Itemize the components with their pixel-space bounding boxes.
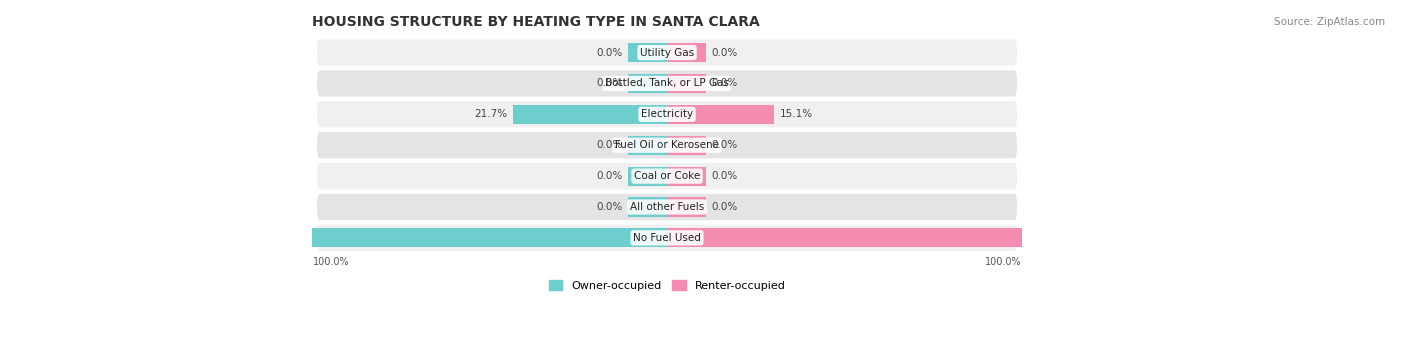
Text: 0.0%: 0.0% [711,78,738,88]
Bar [666,136,706,155]
Text: 15.1%: 15.1% [780,109,813,119]
FancyBboxPatch shape [316,38,1018,67]
Text: 21.7%: 21.7% [474,109,508,119]
Bar [628,43,666,62]
Text: No Fuel Used: No Fuel Used [633,233,702,243]
Text: 0.0%: 0.0% [596,47,623,58]
Text: 78.3%: 78.3% [120,233,155,243]
Bar [666,74,706,93]
Text: 0.0%: 0.0% [711,47,738,58]
FancyBboxPatch shape [316,69,1018,98]
Text: 0.0%: 0.0% [596,78,623,88]
FancyBboxPatch shape [316,162,1018,190]
Text: All other Fuels: All other Fuels [630,202,704,212]
Text: 0.0%: 0.0% [596,140,623,150]
Text: 0.0%: 0.0% [711,171,738,181]
FancyBboxPatch shape [316,193,1018,221]
Bar [628,197,666,217]
Text: 0.0%: 0.0% [596,202,623,212]
Legend: Owner-occupied, Renter-occupied: Owner-occupied, Renter-occupied [544,276,790,295]
Text: Fuel Oil or Kerosene: Fuel Oil or Kerosene [614,140,718,150]
Text: Bottled, Tank, or LP Gas: Bottled, Tank, or LP Gas [605,78,728,88]
Text: Source: ZipAtlas.com: Source: ZipAtlas.com [1274,17,1385,27]
Text: 0.0%: 0.0% [596,171,623,181]
Text: 0.0%: 0.0% [711,202,738,212]
Text: 84.9%: 84.9% [1226,233,1263,243]
Text: 0.0%: 0.0% [711,140,738,150]
Bar [666,43,706,62]
Bar [666,197,706,217]
FancyBboxPatch shape [316,100,1018,129]
Bar [628,166,666,186]
Bar [112,228,666,248]
Text: Coal or Coke: Coal or Coke [634,171,700,181]
FancyBboxPatch shape [316,131,1018,160]
Bar [666,228,1270,248]
Text: 100.0%: 100.0% [312,257,349,267]
Bar [628,74,666,93]
Text: Electricity: Electricity [641,109,693,119]
Text: 100.0%: 100.0% [986,257,1022,267]
Bar [628,136,666,155]
Bar [513,105,666,124]
FancyBboxPatch shape [316,224,1018,252]
Bar [666,166,706,186]
Text: HOUSING STRUCTURE BY HEATING TYPE IN SANTA CLARA: HOUSING STRUCTURE BY HEATING TYPE IN SAN… [312,15,761,29]
Bar [666,105,775,124]
Text: Utility Gas: Utility Gas [640,47,695,58]
